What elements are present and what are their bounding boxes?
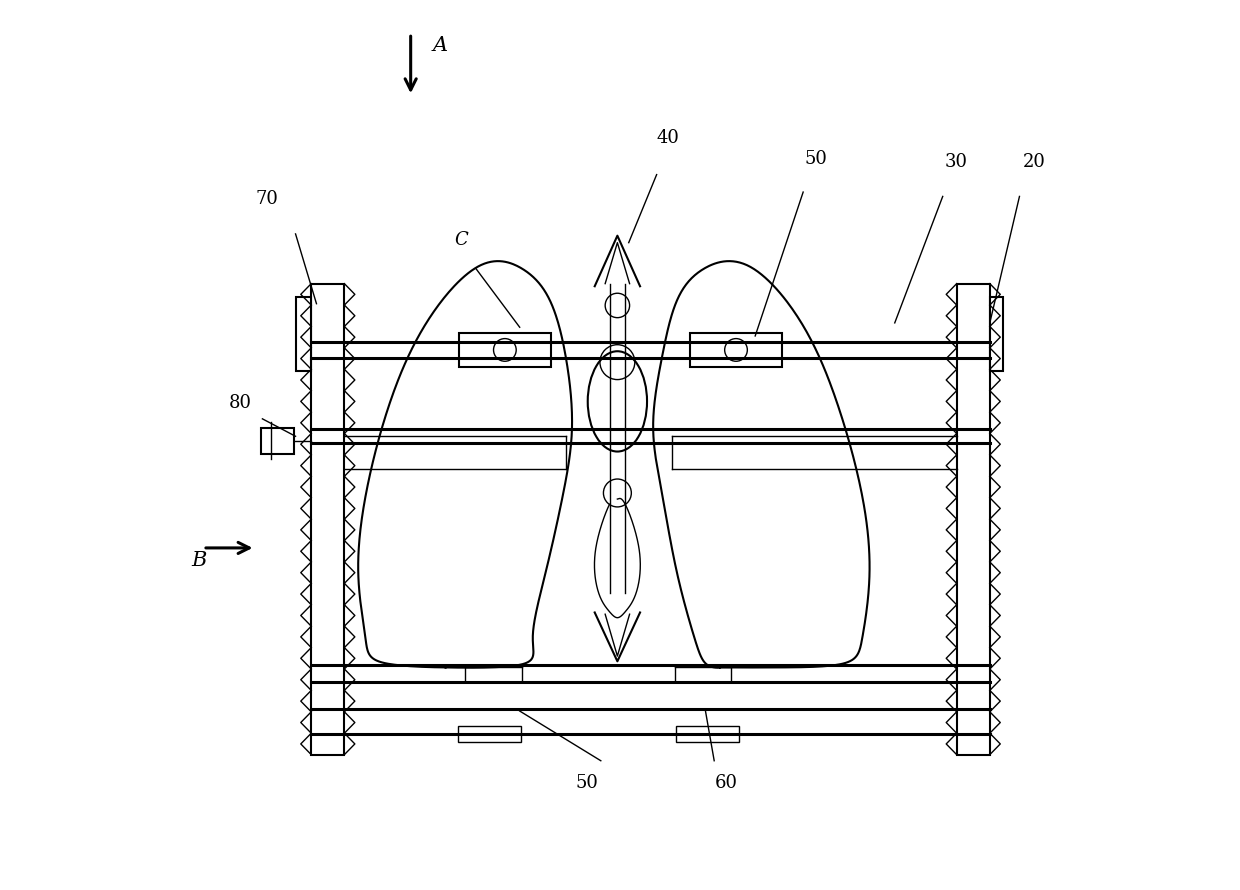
Bar	[691, 334, 781, 367]
Text: B: B	[191, 551, 206, 570]
Text: 60: 60	[715, 774, 738, 792]
Bar	[458, 726, 521, 741]
Text: 40: 40	[656, 129, 680, 147]
Bar	[459, 334, 551, 367]
Bar	[260, 427, 294, 454]
Text: 80: 80	[229, 394, 252, 412]
Text: A: A	[433, 36, 448, 55]
Text: 20: 20	[1023, 152, 1045, 171]
Bar	[990, 296, 1003, 371]
Bar	[676, 726, 739, 741]
Text: 70: 70	[255, 190, 278, 208]
Text: 50: 50	[575, 774, 598, 792]
Text: C: C	[454, 231, 469, 249]
Text: 30: 30	[945, 152, 967, 171]
Bar	[295, 296, 311, 371]
Text: 50: 50	[805, 150, 827, 168]
